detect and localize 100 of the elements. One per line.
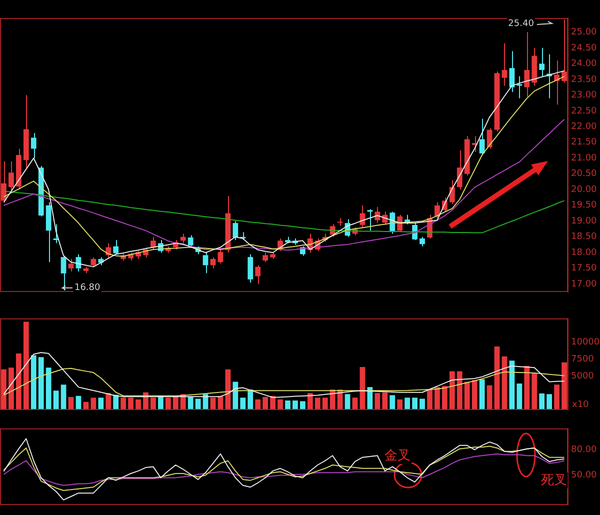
bar [90, 398, 96, 410]
bar [456, 371, 462, 410]
y-tick-label: 7500 [571, 354, 594, 364]
bar [278, 399, 283, 410]
y-tick-label: 20.50 [571, 169, 598, 180]
y-tick-label: 18.00 [571, 248, 598, 258]
y-tick-label: 50.00 [571, 470, 598, 481]
y-tick-label: 19.50 [571, 200, 598, 211]
candlestick [397, 214, 403, 233]
y-tick-label: 23.50 [571, 74, 598, 85]
bar [8, 368, 14, 410]
candlestick [150, 236, 156, 250]
bar [539, 393, 545, 410]
bar [292, 400, 298, 410]
bar [16, 354, 22, 410]
bar [128, 398, 134, 410]
candlestick [456, 150, 462, 190]
annotation: 金叉 [384, 448, 411, 464]
bar [322, 398, 328, 410]
bar [532, 372, 538, 410]
candlestick [188, 234, 194, 247]
candlestick [30, 132, 36, 159]
bar [427, 390, 432, 410]
candlestick [60, 255, 66, 291]
y-tick-label: 18.50 [571, 232, 598, 242]
bar [255, 399, 261, 410]
bar [60, 384, 66, 410]
y-tick-label: 17.00 [571, 279, 598, 290]
bar [554, 384, 560, 410]
bar [397, 399, 403, 410]
candlestick [255, 264, 261, 285]
candlestick [539, 47, 545, 77]
bar [232, 382, 238, 410]
bar [165, 398, 171, 410]
candlestick [434, 202, 440, 218]
bar [120, 398, 126, 410]
bar [314, 398, 320, 410]
bar [307, 393, 313, 410]
y-tick-label: 24.50 [571, 43, 598, 54]
bar [38, 357, 44, 410]
candlestick [524, 32, 530, 98]
y-tick-label: 80.00 [571, 445, 598, 456]
bar [98, 398, 104, 410]
annotation: 25.40 [508, 18, 534, 29]
y-tick-label: 22.50 [571, 106, 598, 116]
bar [30, 355, 36, 410]
y-tick-label: 21.50 [571, 138, 598, 148]
bar [442, 386, 448, 410]
candlestick [113, 240, 119, 255]
candlestick [218, 248, 224, 264]
candlestick [180, 233, 186, 244]
bar [136, 399, 141, 410]
bar [464, 382, 470, 410]
candlestick [502, 42, 508, 86]
bar [412, 398, 418, 410]
y-axis-title: x10 [572, 400, 590, 410]
bar [1, 369, 6, 410]
bar [390, 395, 396, 410]
bar [404, 398, 410, 410]
bar [248, 390, 254, 410]
bar [262, 396, 268, 410]
bar [106, 393, 112, 410]
y-tick-label: 20.00 [571, 184, 598, 195]
annotation: 死叉 [540, 472, 567, 488]
candlestick [232, 220, 238, 241]
bar [472, 380, 478, 410]
bar [546, 394, 552, 410]
bar [420, 398, 425, 410]
bar [46, 368, 52, 410]
candlestick [1, 160, 6, 203]
candlestick [562, 19, 567, 84]
bar [449, 371, 455, 410]
candlestick [262, 252, 268, 263]
bar [23, 322, 29, 410]
bar [382, 392, 388, 410]
bar [188, 396, 194, 410]
y-tick-label: 5000 [571, 371, 594, 382]
bar [285, 400, 290, 410]
y-tick-label: 23.00 [571, 90, 598, 101]
candlestick [420, 236, 425, 247]
candlestick [248, 254, 254, 284]
y-tick-label: 22.00 [571, 122, 598, 132]
annotation: 16.80 [74, 283, 101, 294]
candlestick [90, 256, 96, 268]
bar [562, 362, 567, 410]
bar [300, 401, 306, 410]
candlestick [68, 258, 74, 272]
bar [524, 366, 530, 410]
bar [240, 398, 246, 410]
bar [516, 384, 522, 410]
y-tick-label: 19.00 [571, 216, 598, 226]
y-tick-label: 10000 [571, 337, 600, 348]
y-tick-label: 21.00 [571, 153, 598, 164]
candlestick [449, 180, 455, 204]
y-tick-label: 25.00 [571, 28, 598, 38]
candlestick [202, 252, 208, 274]
bar [434, 387, 440, 410]
bar [150, 398, 156, 410]
bar [374, 393, 380, 410]
y-tick-label: 24.00 [571, 59, 598, 70]
